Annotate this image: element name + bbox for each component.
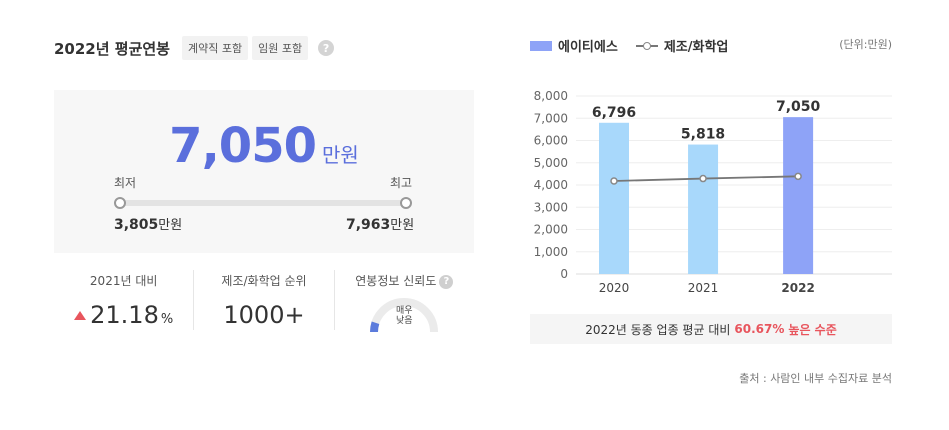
gauge-track bbox=[370, 298, 439, 333]
y-tick-label: 3,000 bbox=[534, 200, 568, 214]
stat-reliability: 연봉정보 신뢰도? 매우 낮음 bbox=[333, 270, 474, 333]
y-tick-label: 5,000 bbox=[534, 156, 568, 170]
stat-rank-value: 1000+ bbox=[223, 301, 305, 329]
legend-industry: 제조/화학업 bbox=[663, 40, 729, 55]
bar-2022 bbox=[783, 117, 814, 274]
stat-yoy-value: 21.18% bbox=[54, 301, 193, 329]
salary-range-bar bbox=[120, 200, 410, 206]
reliability-gauge: 매우 낮음 bbox=[368, 292, 440, 333]
x-tick-label: 2021 bbox=[688, 281, 719, 295]
stat-rank: 제조/화학업 순위 1000+ bbox=[193, 270, 333, 330]
legend-line-icon bbox=[635, 41, 658, 51]
page-title: 2022년 평균연봉 bbox=[54, 39, 170, 58]
y-tick-label: 4,000 bbox=[534, 178, 568, 192]
reliability-help-icon[interactable]: ? bbox=[439, 274, 454, 289]
range-min-label: 최저 bbox=[114, 176, 137, 190]
range-min-dot bbox=[114, 197, 126, 209]
data-source: 출처 : 사람인 내부 수집자료 분석 bbox=[739, 372, 892, 385]
gauge-svg bbox=[370, 298, 439, 333]
y-tick-label: 7,000 bbox=[534, 111, 568, 125]
chart-unit: (단위:만원) bbox=[839, 38, 892, 51]
comparison-suffix: 높은 수준 bbox=[788, 322, 837, 337]
gauge-fill bbox=[370, 321, 380, 333]
stats-row: 2021년 대비 21.18% 제조/화학업 순위 1000+ 연봉정보 신뢰도… bbox=[54, 270, 474, 333]
range-min-number: 3,805 bbox=[114, 217, 159, 233]
industry-line-point bbox=[610, 177, 618, 185]
salary-bar-chart: 0 1,000 2,000 3,000 4,000 5,000 6,000 7,000 8,00… bbox=[534, 89, 892, 295]
gauge-label-line1: 매우 bbox=[396, 306, 413, 316]
tag-contract: 계약직 포함 bbox=[181, 36, 249, 60]
gauge-label-line2: 낮음 bbox=[396, 316, 413, 326]
bar-2020 bbox=[599, 122, 629, 274]
average-salary-value: 7,050 bbox=[169, 118, 317, 174]
stat-rank-label: 제조/화학업 순위 bbox=[221, 274, 307, 288]
salary-summary-panel: 2022년 평균연봉 계약직 포함 임원 포함 ? 7,050 만원 최저 최고 … bbox=[54, 0, 474, 430]
stat-reliability-label: 연봉정보 신뢰도? bbox=[335, 272, 474, 289]
salary-chart-panel: 에이티에스 제조/화학업 (단위:만원) 0 1,000 2,000 3,000 4,0… bbox=[530, 0, 892, 430]
average-salary: 7,050 만원 bbox=[54, 118, 474, 174]
stat-yoy: 2021년 대비 21.18% bbox=[54, 270, 193, 330]
tag-executive: 임원 포함 bbox=[252, 36, 309, 60]
stat-yoy-label: 2021년 대비 bbox=[89, 274, 158, 288]
range-max-value: 7,963만원 bbox=[346, 214, 414, 233]
industry-line-point bbox=[699, 174, 707, 183]
average-salary-box: 7,050 만원 최저 최고 3,805만원 7,963만원 bbox=[54, 90, 474, 253]
legend-company: 에이티에스 bbox=[558, 40, 618, 55]
range-min-value: 3,805만원 bbox=[114, 214, 182, 233]
help-icon[interactable]: ? bbox=[318, 40, 335, 56]
up-arrow-icon bbox=[74, 310, 87, 320]
bar-value-label: 6,796 bbox=[592, 105, 636, 121]
title-row: 2022년 평균연봉 계약직 포함 임원 포함 ? bbox=[54, 36, 335, 60]
range-max-dot bbox=[400, 197, 412, 209]
y-tick-label: 8,000 bbox=[534, 89, 568, 103]
stat-reliability-text: 연봉정보 신뢰도 bbox=[355, 274, 437, 288]
range-max-number: 7,963 bbox=[346, 217, 391, 233]
comparison-prefix: 2022년 동종 업종 평균 대비 bbox=[585, 322, 731, 337]
gauge-label: 매우 낮음 bbox=[368, 306, 440, 326]
comparison-percent: 60.67% bbox=[734, 322, 785, 336]
y-tick-label: 0 bbox=[560, 267, 568, 281]
range-max-label: 최고 bbox=[390, 176, 413, 190]
industry-comparison: 2022년 동종 업종 평균 대비 60.67% 높은 수준 bbox=[530, 314, 892, 344]
bar-value-label: 5,818 bbox=[681, 127, 725, 143]
x-tick-label: 2022 bbox=[781, 281, 814, 295]
bar-2021 bbox=[688, 144, 719, 274]
stat-yoy-unit: % bbox=[160, 312, 174, 327]
y-tick-label: 6,000 bbox=[534, 134, 568, 148]
average-salary-unit: 만원 bbox=[322, 143, 359, 167]
y-tick-label: 2,000 bbox=[534, 223, 568, 237]
range-min-unit: 만원 bbox=[158, 218, 183, 233]
stat-yoy-number: 21.18 bbox=[90, 301, 159, 329]
y-tick-label: 1,000 bbox=[534, 245, 568, 259]
chart-legend: 에이티에스 제조/화학업 bbox=[530, 36, 728, 55]
industry-line-point bbox=[794, 172, 802, 181]
legend-bar-swatch bbox=[530, 40, 552, 51]
bar-value-label: 7,050 bbox=[776, 99, 821, 115]
range-max-unit: 만원 bbox=[390, 218, 415, 233]
x-tick-label: 2020 bbox=[599, 281, 630, 295]
